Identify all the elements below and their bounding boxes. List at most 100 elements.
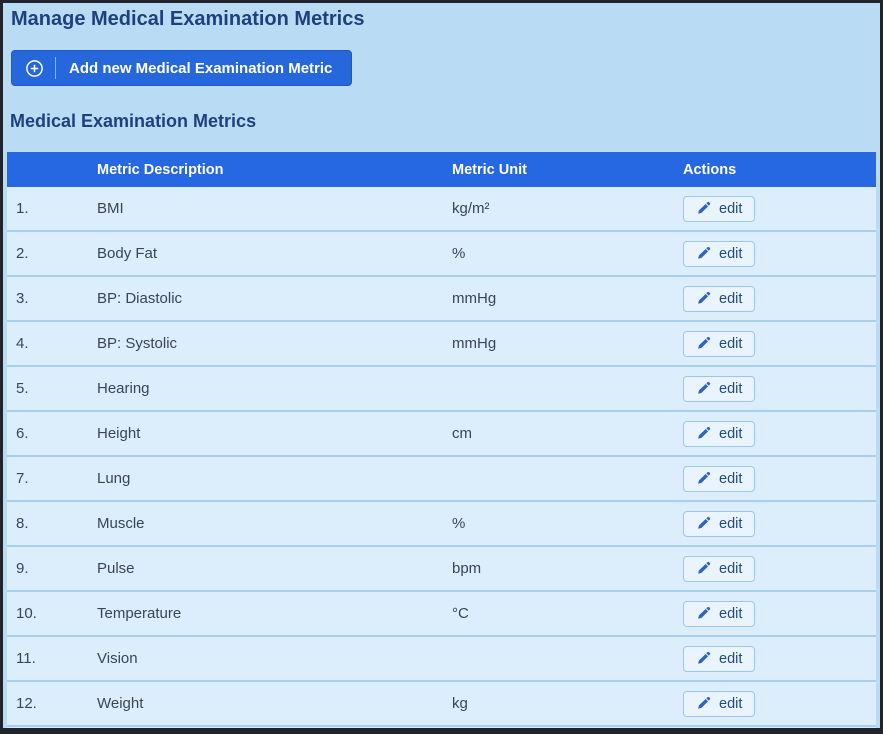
metric-description: Height <box>97 425 141 442</box>
table-row: 8. Muscle % edit <box>7 502 876 547</box>
metric-description: Temperature <box>97 605 182 622</box>
metric-unit: bpm <box>452 560 482 577</box>
edit-button-label: edit <box>719 560 743 577</box>
table-row: 10. Temperature °C edit <box>7 592 876 637</box>
circle-plus-icon <box>25 59 44 78</box>
metric-description: Weight <box>97 695 144 712</box>
edit-button[interactable]: edit <box>683 330 756 357</box>
actions-cell: edit <box>683 420 876 447</box>
pencil-icon <box>696 696 711 711</box>
row-number: 7. <box>16 470 29 487</box>
table-row: 5. Hearing edit <box>7 367 876 412</box>
table-row: 11. Vision edit <box>7 637 876 682</box>
edit-button-label: edit <box>719 695 743 712</box>
table-row: 12. Weight kg edit <box>7 682 876 727</box>
actions-cell: edit <box>683 510 876 537</box>
pencil-icon <box>696 201 711 216</box>
edit-button-label: edit <box>719 650 743 667</box>
table-row: 9. Pulse bpm edit <box>7 547 876 592</box>
page-title: Manage Medical Examination Metrics <box>11 8 365 30</box>
row-number: 9. <box>16 560 29 577</box>
edit-button[interactable]: edit <box>683 465 756 492</box>
metric-description: Pulse <box>97 560 135 577</box>
edit-button[interactable]: edit <box>683 420 756 447</box>
table-header-row: Metric Description Metric Unit Actions <box>7 152 876 187</box>
edit-button[interactable]: edit <box>683 195 756 222</box>
metric-unit: mmHg <box>452 290 497 307</box>
actions-cell: edit <box>683 645 876 672</box>
pencil-icon <box>696 561 711 576</box>
metric-unit: mmHg <box>452 335 497 352</box>
metric-unit: kg <box>452 695 468 712</box>
edit-button-label: edit <box>719 245 743 262</box>
metric-description: BMI <box>97 200 124 217</box>
pencil-icon <box>696 516 711 531</box>
pencil-icon <box>696 246 711 261</box>
row-number: 2. <box>16 245 29 262</box>
metric-unit: °C <box>452 605 469 622</box>
edit-button[interactable]: edit <box>683 240 756 267</box>
row-number: 5. <box>16 380 29 397</box>
table-row: 4. BP: Systolic mmHg edit <box>7 322 876 367</box>
row-number: 1. <box>16 200 29 217</box>
header-metric-unit: Metric Unit <box>452 161 527 178</box>
edit-button-label: edit <box>719 380 743 397</box>
edit-button[interactable]: edit <box>683 645 756 672</box>
pencil-icon <box>696 336 711 351</box>
edit-button[interactable]: edit <box>683 555 756 582</box>
edit-button-label: edit <box>719 200 743 217</box>
row-number: 6. <box>16 425 29 442</box>
add-metric-button[interactable]: Add new Medical Examination Metric <box>11 50 353 86</box>
row-number: 4. <box>16 335 29 352</box>
row-number: 11. <box>16 650 36 667</box>
table-row: 3. BP: Diastolic mmHg edit <box>7 277 876 322</box>
edit-button[interactable]: edit <box>683 375 756 402</box>
metrics-table: Metric Description Metric Unit Actions 1… <box>7 152 876 728</box>
pencil-icon <box>696 381 711 396</box>
actions-cell: edit <box>683 285 876 312</box>
edit-button-label: edit <box>719 515 743 532</box>
table-bottom-strip <box>7 727 876 728</box>
edit-button-label: edit <box>719 425 743 442</box>
row-number: 8. <box>16 515 29 532</box>
add-metric-button-label: Add new Medical Examination Metric <box>69 59 333 77</box>
metric-unit: % <box>452 515 466 532</box>
metric-description: Vision <box>97 650 138 667</box>
edit-button[interactable]: edit <box>683 510 756 537</box>
pencil-icon <box>696 606 711 621</box>
edit-button[interactable]: edit <box>683 600 756 627</box>
section-heading: Medical Examination Metrics <box>10 111 257 131</box>
metric-description: BP: Diastolic <box>97 290 183 307</box>
table-row: 7. Lung edit <box>7 457 876 502</box>
actions-cell: edit <box>683 555 876 582</box>
actions-cell: edit <box>683 240 876 267</box>
metric-description: BP: Systolic <box>97 335 178 352</box>
edit-button-label: edit <box>719 470 743 487</box>
metric-unit: cm <box>452 425 472 442</box>
edit-button-label: edit <box>719 605 743 622</box>
metric-description: Muscle <box>97 515 145 532</box>
actions-cell: edit <box>683 690 876 717</box>
metric-unit: % <box>452 245 466 262</box>
header-metric-description: Metric Description <box>97 161 224 178</box>
edit-button[interactable]: edit <box>683 285 756 312</box>
button-divider <box>55 57 56 79</box>
metric-description: Hearing <box>97 380 150 397</box>
metric-description: Body Fat <box>97 245 158 262</box>
actions-cell: edit <box>683 330 876 357</box>
actions-cell: edit <box>683 600 876 627</box>
actions-cell: edit <box>683 195 876 222</box>
actions-cell: edit <box>683 375 876 402</box>
row-number: 10. <box>16 605 37 622</box>
edit-button[interactable]: edit <box>683 690 756 717</box>
pencil-icon <box>696 651 711 666</box>
header-actions: Actions <box>683 161 737 178</box>
pencil-icon <box>696 426 711 441</box>
pencil-icon <box>696 291 711 306</box>
row-number: 12. <box>16 695 37 712</box>
table-row: 2. Body Fat % edit <box>7 232 876 277</box>
metric-description: Lung <box>97 470 131 487</box>
metric-unit: kg/m² <box>452 200 490 217</box>
pencil-icon <box>696 471 711 486</box>
